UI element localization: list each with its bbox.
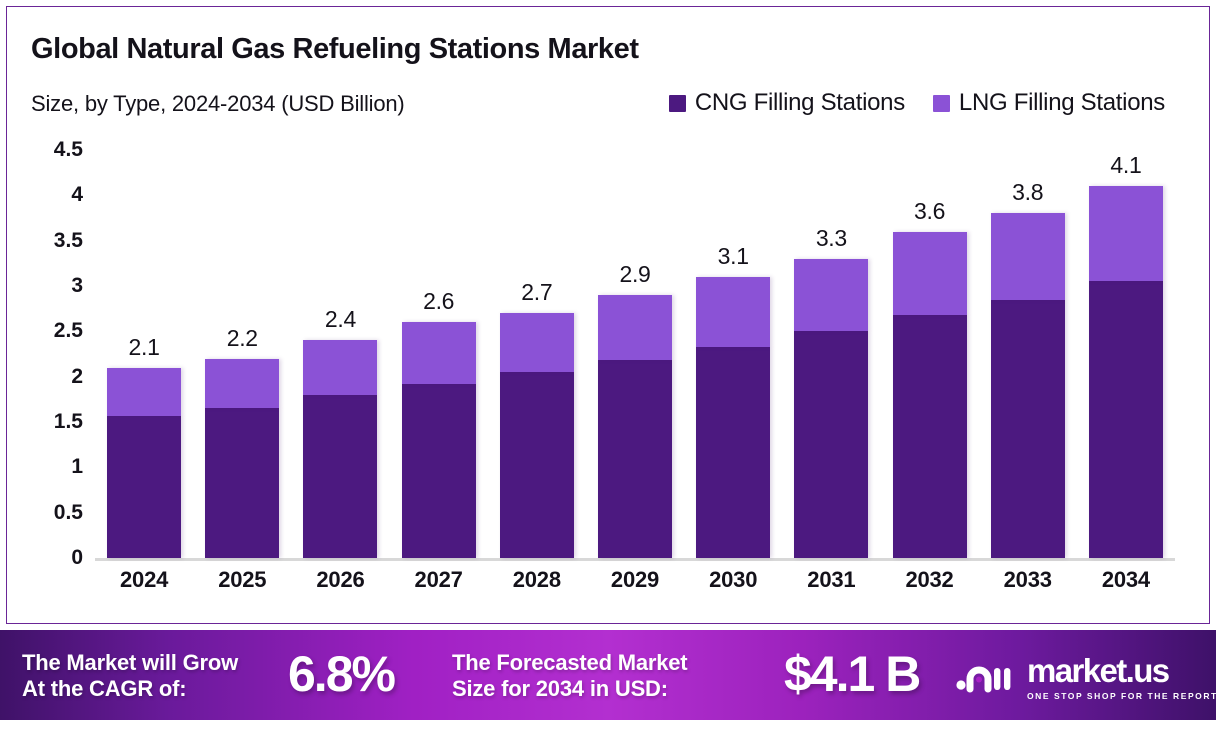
bar-group[interactable]: 3.6 [892,198,967,558]
bar-segment-cng[interactable] [892,315,967,558]
bar-segment-lng[interactable] [205,358,280,409]
bar-group[interactable]: 3.3 [794,225,869,558]
bar-total-label: 2.9 [619,261,651,288]
bar-segment-lng[interactable] [107,367,182,416]
bar-segment-cng[interactable] [205,408,280,558]
x-axis-tick: 2027 [414,567,463,592]
y-axis-tick: 3.5 [53,228,83,252]
x-axis-baseline [95,558,1175,561]
legend-label-lng: LNG Filling Stations [958,89,1165,116]
bar-total-label: 3.1 [717,242,749,269]
bar-segment-lng[interactable] [598,295,672,361]
bar-group[interactable]: 2.7 [499,279,574,558]
summary-banner: The Market will Grow At the CAGR of: 6.8… [0,630,1216,720]
chart-legend: CNG Filling Stations LNG Filling Station… [668,89,1165,117]
chart-subtitle: Size, by Type, 2024-2034 (USD Billion) [31,91,405,116]
y-axis-tick: 2 [71,364,83,388]
bar-segment-cng[interactable] [598,360,672,558]
bar-total-label: 2.6 [423,288,455,315]
cagr-label: The Market will Grow At the CAGR of: [22,650,238,702]
cagr-label-line1: The Market will Grow [22,650,239,675]
cagr-value: 6.8% [288,646,396,702]
bar-segment-cng[interactable] [1088,281,1163,558]
x-axis-tick: 2024 [120,567,169,592]
bar-segment-cng[interactable] [990,299,1065,558]
y-axis-labels: 4.5 4 3.5 3 2.5 2 1.5 1 0.5 0 [21,7,83,625]
market-us-logo-mark-icon [956,666,1011,692]
chart-plot-area: 4.5 4 3.5 3 2.5 2 1.5 1 0.5 0 2.1 2024 2.2 2025 2.4 20… [7,7,1211,625]
y-axis-tick: 4 [71,183,83,207]
legend-swatch-lng-icon [932,94,950,112]
bar-total-label: 4.1 [1110,152,1142,179]
bar-segment-cng[interactable] [303,394,378,558]
forecast-size-label: The Forecasted Market Size for 2034 in U… [452,650,688,702]
bar-total-label: 3.6 [913,197,946,224]
bar-segment-cng[interactable] [107,415,182,558]
bar-total-label: 2.1 [128,333,160,360]
bar-group[interactable]: 2.9 [598,261,672,558]
bar-total-label: 2.7 [521,279,553,306]
cagr-label-line2: At the CAGR of: [22,675,187,701]
y-axis-tick: 1.5 [53,410,83,433]
bar-series-container: 2.1 2024 2.2 2025 2.4 2026 2.6 2027 2.7 2028 2.9 20… [95,7,1175,625]
x-axis-tick: 2031 [807,567,856,592]
bar-group[interactable]: 2.4 [303,306,378,558]
bar-segment-lng[interactable] [303,340,378,395]
x-axis-tick: 2029 [610,567,660,592]
bar-segment-lng[interactable] [892,231,967,316]
bar-segment-cng[interactable] [499,372,574,558]
bar-group[interactable]: 2.2 [205,325,280,558]
bar-segment-cng[interactable] [401,383,476,558]
x-axis-tick: 2025 [218,567,267,592]
bar-segment-cng[interactable] [696,346,771,558]
bar-total-label: 3.8 [1012,179,1044,206]
y-axis-tick: 0.5 [53,500,83,524]
y-axis-tick: 4.5 [53,138,83,161]
bar-group[interactable]: 3.1 [696,243,771,558]
bar-segment-lng[interactable] [401,322,476,384]
x-axis-tick: 2030 [709,567,758,592]
forecast-size-label-line1: The Forecasted Market [452,650,688,675]
y-axis-tick: 0 [71,546,83,569]
bar-total-label: 3.3 [815,224,847,251]
bar-group[interactable]: 4.1 [1088,152,1163,558]
market-us-logo[interactable]: market.us ONE STOP SHOP FOR THE REPORTS [955,654,1216,701]
y-axis-tick: 3 [71,274,83,297]
bar-segment-lng[interactable] [990,213,1065,300]
bar-segment-lng[interactable] [696,276,771,347]
legend-item-cng[interactable]: CNG Filling Stations [668,89,905,117]
legend-label-cng: CNG Filling Stations [694,89,905,116]
forecast-size-value: $4.1 B [784,646,921,702]
x-axis-tick: 2033 [1003,567,1052,592]
bar-group[interactable]: 2.1 [107,334,182,558]
forecast-size-label-line2: Size for 2034 in USD: [452,675,668,701]
bar-total-label: 2.4 [324,306,356,333]
y-axis-tick: 1 [71,455,83,479]
x-axis-tick: 2034 [1101,567,1150,592]
bar-segment-lng[interactable] [499,313,574,373]
x-axis-tick: 2028 [512,567,561,592]
bar-segment-cng[interactable] [794,331,869,558]
x-axis-tick: 2026 [316,567,365,592]
bar-segment-lng[interactable] [1088,186,1163,282]
bar-segment-lng[interactable] [794,258,869,332]
bar-group[interactable]: 3.8 [990,179,1065,558]
legend-swatch-cng-icon [668,94,686,112]
logo-tagline: ONE STOP SHOP FOR THE REPORTS [1027,691,1216,701]
bar-total-label: 2.2 [226,324,258,351]
y-axis-tick: 2.5 [53,319,83,343]
bar-group[interactable]: 2.6 [401,288,476,558]
page-title: Global Natural Gas Refueling Stations Ma… [31,33,639,65]
logo-name: market.us [1027,652,1170,689]
x-axis-tick: 2032 [905,567,954,592]
market-us-logo-text: market.us ONE STOP SHOP FOR THE REPORTS [1027,654,1216,701]
legend-item-lng[interactable]: LNG Filling Stations [932,89,1165,117]
chart-card: Global Natural Gas Refueling Stations Ma… [6,6,1210,624]
